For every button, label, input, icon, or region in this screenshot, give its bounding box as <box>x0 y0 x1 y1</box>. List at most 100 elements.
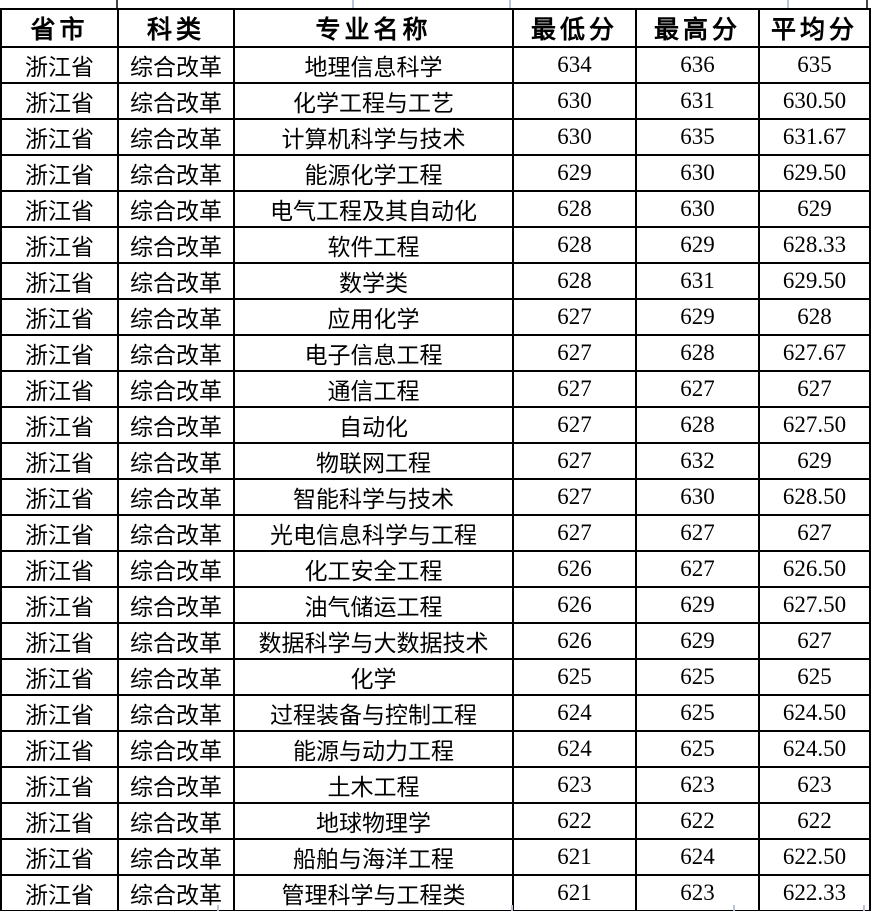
cell-major: 地理信息科学 <box>233 46 514 84</box>
cell-max-score: 624 <box>635 838 760 876</box>
cell-max-score: 636 <box>635 46 760 84</box>
cell-major: 软件工程 <box>233 226 514 264</box>
table-row: 浙江省 综合改革 数学类 628 631 629.50 <box>0 262 871 300</box>
table-row: 浙江省 综合改革 船舶与海洋工程 621 624 622.50 <box>0 838 871 876</box>
table-row: 浙江省 综合改革 过程装备与控制工程 624 625 624.50 <box>0 694 871 732</box>
cell-min-score: 622 <box>512 802 637 840</box>
cell-min-score: 630 <box>512 82 637 120</box>
cell-province: 浙江省 <box>0 802 119 840</box>
cell-min-score: 628 <box>512 262 637 300</box>
cell-province: 浙江省 <box>0 442 119 480</box>
cell-avg-score: 630.50 <box>758 82 871 120</box>
cell-category: 综合改革 <box>117 298 235 336</box>
cell-max-score: 627 <box>635 550 760 588</box>
cell-major: 通信工程 <box>233 370 514 408</box>
cell-max-score: 623 <box>635 766 760 804</box>
cropped-cell-border-bottom <box>217 905 219 911</box>
cropped-cell-border-top <box>787 0 789 8</box>
cell-major: 智能科学与技术 <box>233 478 514 516</box>
cell-avg-score: 622.33 <box>758 874 871 911</box>
cell-category: 综合改革 <box>117 802 235 840</box>
cell-province: 浙江省 <box>0 550 119 588</box>
cell-category: 综合改革 <box>117 154 235 192</box>
cell-max-score: 629 <box>635 586 760 624</box>
table-row: 浙江省 综合改革 数据科学与大数据技术 626 629 627 <box>0 622 871 660</box>
cell-avg-score: 628.50 <box>758 478 871 516</box>
cell-min-score: 628 <box>512 226 637 264</box>
cell-province: 浙江省 <box>0 82 119 120</box>
cell-category: 综合改革 <box>117 262 235 300</box>
table-row: 浙江省 综合改革 电气工程及其自动化 628 630 629 <box>0 190 871 228</box>
cell-min-score: 627 <box>512 298 637 336</box>
cell-avg-score: 625 <box>758 658 871 696</box>
cell-major: 电气工程及其自动化 <box>233 190 514 228</box>
cell-min-score: 627 <box>512 514 637 552</box>
cell-avg-score: 635 <box>758 46 871 84</box>
cell-category: 综合改革 <box>117 442 235 480</box>
cell-category: 综合改革 <box>117 406 235 444</box>
cell-min-score: 625 <box>512 658 637 696</box>
cell-max-score: 631 <box>635 82 760 120</box>
cell-major: 数据科学与大数据技术 <box>233 622 514 660</box>
cell-major: 能源化学工程 <box>233 154 514 192</box>
cell-avg-score: 624.50 <box>758 694 871 732</box>
cell-avg-score: 627 <box>758 514 871 552</box>
table-row: 浙江省 综合改革 油气储运工程 626 629 627.50 <box>0 586 871 624</box>
cell-min-score: 624 <box>512 694 637 732</box>
cell-province: 浙江省 <box>0 226 119 264</box>
admission-scores-table: 省市 科类 专业名称 最低分 最高分 平均分 浙江省 综合改革 地理信息科学 6… <box>0 8 871 911</box>
cell-category: 综合改革 <box>117 658 235 696</box>
header-row: 省市 科类 专业名称 最低分 最高分 平均分 <box>0 8 871 48</box>
cell-category: 综合改革 <box>117 550 235 588</box>
table-row: 浙江省 综合改革 通信工程 627 627 627 <box>0 370 871 408</box>
cell-major: 物联网工程 <box>233 442 514 480</box>
cell-max-score: 625 <box>635 658 760 696</box>
cell-avg-score: 628 <box>758 298 871 336</box>
cell-avg-score: 631.67 <box>758 118 871 156</box>
table-row: 浙江省 综合改革 物联网工程 627 632 629 <box>0 442 871 480</box>
col-header-max-score: 最高分 <box>635 8 760 48</box>
cell-major: 油气储运工程 <box>233 586 514 624</box>
cell-category: 综合改革 <box>117 766 235 804</box>
cell-category: 综合改革 <box>117 730 235 768</box>
cell-category: 综合改革 <box>117 874 235 911</box>
cell-max-score: 627 <box>635 514 760 552</box>
col-header-province: 省市 <box>0 8 119 48</box>
cell-min-score: 627 <box>512 334 637 372</box>
cell-avg-score: 627 <box>758 370 871 408</box>
cell-category: 综合改革 <box>117 190 235 228</box>
table-row: 浙江省 综合改革 能源与动力工程 624 625 624.50 <box>0 730 871 768</box>
cell-category: 综合改革 <box>117 226 235 264</box>
cell-category: 综合改革 <box>117 514 235 552</box>
cell-max-score: 629 <box>635 226 760 264</box>
cell-max-score: 635 <box>635 118 760 156</box>
cell-avg-score: 623 <box>758 766 871 804</box>
cell-province: 浙江省 <box>0 334 119 372</box>
cell-province: 浙江省 <box>0 298 119 336</box>
cropped-cell-border-top <box>866 0 868 8</box>
cell-avg-score: 626.50 <box>758 550 871 588</box>
cropped-cell-border-bottom <box>511 905 513 911</box>
cell-category: 综合改革 <box>117 334 235 372</box>
cropped-cell-border-top <box>116 0 118 8</box>
cell-min-score: 627 <box>512 442 637 480</box>
cell-major: 化学 <box>233 658 514 696</box>
cell-category: 综合改革 <box>117 46 235 84</box>
cell-avg-score: 624.50 <box>758 730 871 768</box>
cell-major: 光电信息科学与工程 <box>233 514 514 552</box>
cell-major: 能源与动力工程 <box>233 730 514 768</box>
cell-major: 土木工程 <box>233 766 514 804</box>
col-header-min-score: 最低分 <box>512 8 637 48</box>
cropped-cell-border-bottom <box>863 905 865 911</box>
cell-category: 综合改革 <box>117 478 235 516</box>
cell-min-score: 629 <box>512 154 637 192</box>
cell-min-score: 630 <box>512 118 637 156</box>
col-header-avg-score: 平均分 <box>758 8 871 48</box>
table-row: 浙江省 综合改革 软件工程 628 629 628.33 <box>0 226 871 264</box>
cell-min-score: 626 <box>512 586 637 624</box>
cell-major: 船舶与海洋工程 <box>233 838 514 876</box>
cell-min-score: 621 <box>512 874 637 911</box>
cell-max-score: 630 <box>635 154 760 192</box>
cell-province: 浙江省 <box>0 154 119 192</box>
cell-major: 化工安全工程 <box>233 550 514 588</box>
